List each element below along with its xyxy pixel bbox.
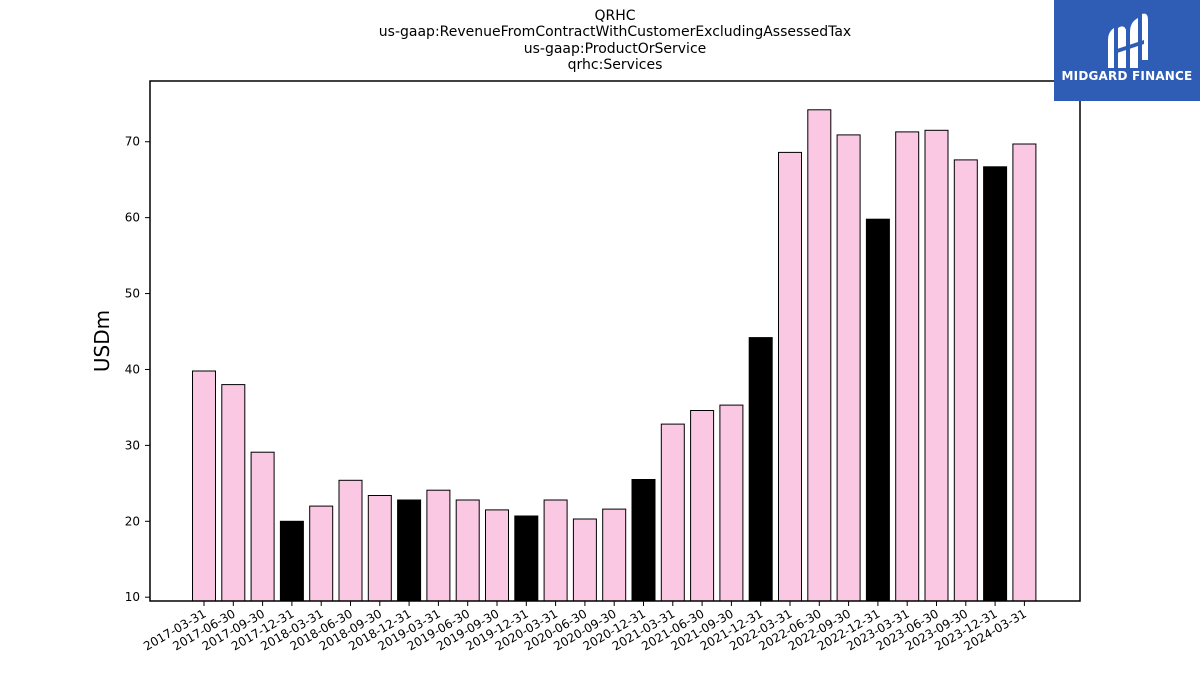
y-tick-label: 20 xyxy=(125,514,140,528)
bar-2020-06-30 xyxy=(572,518,597,602)
chart-title-line-3: us-gaap:ProductOrService xyxy=(524,41,707,57)
x-axis: 2017-03-312017-06-302017-09-302017-12-31… xyxy=(141,601,1029,653)
bar-2021-12-31 xyxy=(748,337,773,602)
bar-2021-03-31 xyxy=(660,423,685,602)
chart-title-line-4: qrhc:Services xyxy=(568,57,663,73)
y-tick-label: 40 xyxy=(125,362,140,376)
logo-text: MIDGARD FINANCE xyxy=(1061,69,1193,83)
y-tick-label: 50 xyxy=(125,287,140,301)
bar-2022-12-31 xyxy=(865,218,890,602)
midgard-logo-icon xyxy=(1108,13,1148,68)
bar-2019-06-30 xyxy=(455,499,480,602)
bar-2019-12-31 xyxy=(514,515,539,602)
bar-2018-12-31 xyxy=(397,499,422,602)
chart-title-line-1: QRHC xyxy=(594,8,635,24)
bar-2020-12-31 xyxy=(631,479,656,602)
bar-2023-03-31 xyxy=(895,131,920,602)
chart-title-line-2: us-gaap:RevenueFromContractWithCustomerE… xyxy=(379,24,851,40)
bar-2023-12-31 xyxy=(983,166,1008,602)
chart-title: QRHC us-gaap:RevenueFromContractWithCust… xyxy=(379,8,851,73)
bar-2024-03-31 xyxy=(1012,143,1037,602)
bar-2017-06-30 xyxy=(221,384,246,602)
y-axis: 10 20 30 40 50 60 70 xyxy=(125,135,150,604)
bar-2019-03-31 xyxy=(426,489,451,602)
midgard-finance-logo: MIDGARD FINANCE xyxy=(1054,0,1200,101)
bar-2023-06-30 xyxy=(924,129,949,602)
bars-group xyxy=(192,109,1037,602)
bar-2017-12-31 xyxy=(279,520,304,602)
bar-2017-09-30 xyxy=(250,451,275,602)
bar-2020-03-31 xyxy=(543,499,568,602)
bar-2021-06-30 xyxy=(690,410,715,602)
bar-2017-03-31 xyxy=(192,370,216,602)
bar-2022-09-30 xyxy=(836,134,861,602)
bar-2018-09-30 xyxy=(367,495,392,602)
plot-frame xyxy=(149,80,1081,602)
bar-2022-03-31 xyxy=(778,151,802,602)
bar-2019-09-30 xyxy=(485,509,509,602)
bar-2022-06-30 xyxy=(807,109,832,602)
y-tick-label: 70 xyxy=(125,135,140,149)
y-axis-label: USDm xyxy=(90,310,114,372)
y-tick-label: 10 xyxy=(125,590,140,604)
bar-2018-06-30 xyxy=(338,479,363,602)
bar-2018-03-31 xyxy=(309,505,334,602)
bar-2020-09-30 xyxy=(602,508,627,602)
y-tick-label: 60 xyxy=(125,211,140,225)
bar-2023-09-30 xyxy=(953,159,978,602)
bar-2021-09-30 xyxy=(719,404,744,602)
y-tick-label: 30 xyxy=(125,438,140,452)
